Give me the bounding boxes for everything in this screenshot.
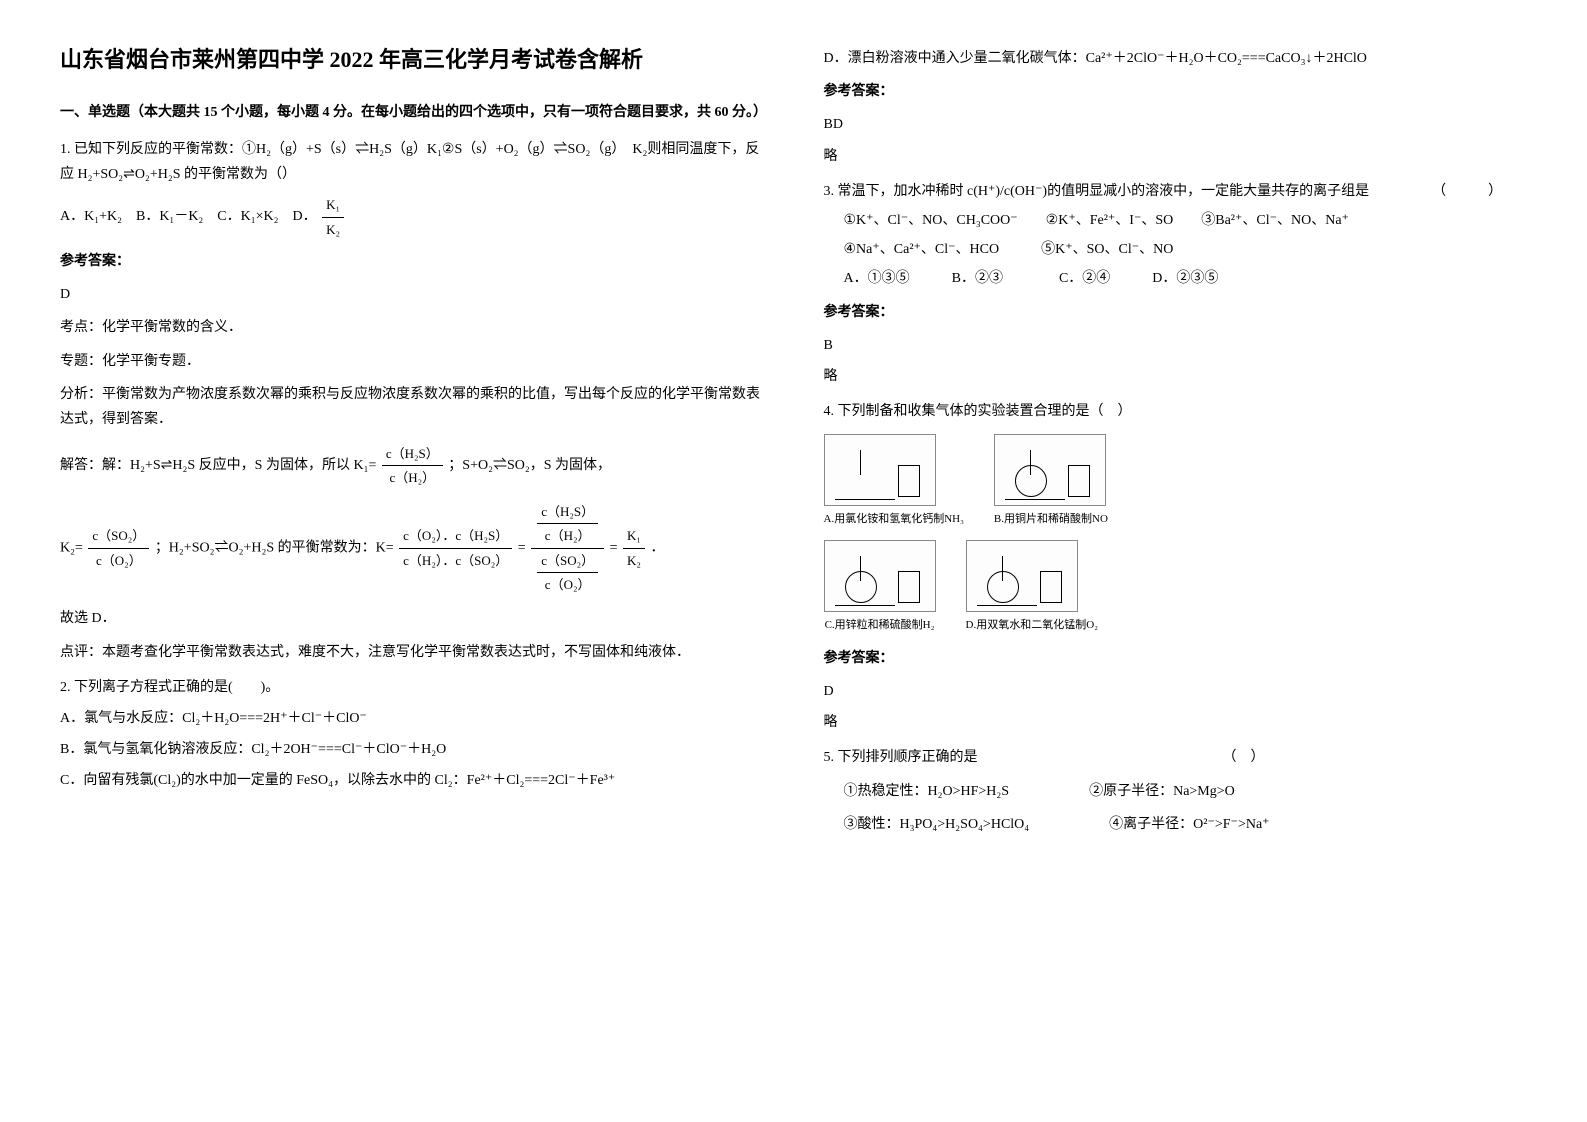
q2-optA: A．氯气与水反应：Cl₂＋H₂O===2H⁺＋Cl⁻＋ClO⁻	[60, 706, 764, 731]
question-4: 4. 下列制备和收集气体的实验装置合理的是（ ） A.用氯化铵和氢氧化钙制NH₃…	[824, 399, 1528, 735]
answer-label: 参考答案：	[60, 249, 764, 274]
figure-row-1: A.用氯化铵和氢氧化钙制NH₃ B.用铜片和稀硝酸制NO	[824, 434, 1528, 530]
solve-f1: c（H₂S） c（H₂）	[382, 442, 443, 490]
solve-f3: c（O₂）．c（H₂S） c（H₂）．c（SO₂）	[399, 524, 512, 572]
section-header: 一、单选题（本大题共 15 个小题，每小题 4 分。在每小题给出的四个选项中，只…	[60, 100, 764, 125]
q2-stem: 2. 下列离子方程式正确的是( )。	[60, 675, 764, 700]
apparatus-icon	[994, 434, 1106, 506]
q1-comment: 点评：本题考查化学平衡常数表达式，难度不大，注意写化学平衡常数表达式时，不写固体…	[60, 640, 764, 665]
q1-options: A．K₁+K₂ B．K₁－K₂ C．K₁×K₂ D． K₁ K₂	[60, 193, 764, 241]
figure-C: C.用锌粒和稀硫酸制H₂	[824, 540, 936, 636]
q3-answer-label: 参考答案：	[824, 300, 1528, 325]
figure-A: A.用氯化铵和氢氧化钙制NH₃	[824, 434, 964, 530]
figD-label: D.用双氧水和二氧化锰制O₂	[966, 616, 1098, 636]
q1-analysis: 分析：平衡常数为产物浓度系数次幂的乘积与反应物浓度系数次幂的乘积的比值，写出每个…	[60, 382, 764, 432]
q1-frac-num: K₁	[322, 193, 344, 217]
solve-mid1: ；S+O₂⇌SO₂，S 为固体，	[448, 458, 611, 473]
q4-stem: 4. 下列制备和收集气体的实验装置合理的是（ ）	[824, 399, 1528, 424]
q2-answer-label: 参考答案：	[824, 79, 1528, 104]
solve-eq2: =	[610, 540, 618, 555]
q2-optD: D．漂白粉溶液中通入少量二氧化碳气体：Ca²⁺＋2ClO⁻＋H₂O＋CO₂===…	[824, 46, 1528, 71]
q5-row1: ①热稳定性：H₂O>HF>H₂S ②原子半径：Na>Mg>O	[844, 779, 1528, 804]
figure-D: D.用双氧水和二氧化锰制O₂	[966, 540, 1098, 636]
q1-solve2: K₂= c（SO₂） c（O₂） ；H₂+SO₂⇌O₂+H₂S 的平衡常数为：K…	[60, 500, 764, 597]
q3-opt1: ①K⁺、Cl⁻、NO、CH₃COO⁻ ②K⁺、Fe²⁺、I⁻、SO ③Ba²⁺、…	[844, 208, 1528, 233]
q1-topic: 专题：化学平衡专题．	[60, 349, 764, 374]
q3-opt2: ④Na⁺、Ca²⁺、Cl⁻、HCO ⑤K⁺、SO、Cl⁻、NO	[844, 237, 1528, 262]
q1-options-text: A．K₁+K₂ B．K₁－K₂ C．K₁×K₂ D．	[60, 209, 317, 224]
q2-omit: 略	[824, 144, 1528, 169]
page-title: 山东省烟台市莱州第四中学 2022 年高三化学月考试卷含解析	[60, 40, 764, 80]
q2-optB: B．氯气与氢氧化钠溶液反应：Cl₂＋2OH⁻===Cl⁻＋ClO⁻＋H₂O	[60, 737, 764, 762]
left-column: 山东省烟台市莱州第四中学 2022 年高三化学月考试卷含解析 一、单选题（本大题…	[60, 40, 764, 847]
apparatus-icon	[824, 434, 936, 506]
q3-answer: B	[824, 333, 1528, 358]
q5-stem: 5. 下列排列顺序正确的是 （ ）	[824, 745, 1528, 770]
q5-opt2: ②原子半径：Na>Mg>O	[1089, 779, 1235, 804]
q1-fraction: K₁ K₂	[322, 193, 344, 241]
q1-conclude: 故选 D．	[60, 606, 764, 631]
right-column: D．漂白粉溶液中通入少量二氧化碳气体：Ca²⁺＋2ClO⁻＋H₂O＋CO₂===…	[824, 40, 1528, 847]
q1-solve: 解答：解：H₂+S⇌H₂S 反应中，S 为固体，所以 K₁= c（H₂S） c（…	[60, 442, 764, 490]
figure-row-2: C.用锌粒和稀硫酸制H₂ D.用双氧水和二氧化锰制O₂	[824, 540, 1528, 636]
question-5: 5. 下列排列顺序正确的是 （ ） ①热稳定性：H₂O>HF>H₂S ②原子半径…	[824, 745, 1528, 837]
question-1: 1. 已知下列反应的平衡常数：①H₂（g）+S（s）⇌H₂S（g）K₁②S（s）…	[60, 137, 764, 665]
figB-label: B.用铜片和稀硝酸制NO	[994, 510, 1108, 530]
figure-B: B.用铜片和稀硝酸制NO	[994, 434, 1108, 530]
q4-omit: 略	[824, 710, 1528, 735]
q1-frac-den: K₂	[322, 218, 344, 241]
q3-omit: 略	[824, 364, 1528, 389]
question-3: 3. 常温下，加水冲稀时 c(H⁺)/c(OH⁻)的值明显减小的溶液中，一定能大…	[824, 179, 1528, 389]
apparatus-icon	[824, 540, 936, 612]
q3-choices: A．①③⑤ B．②③ C．②④ D．②③⑤	[844, 266, 1528, 291]
solve-mid2: ；H₂+SO₂⇌O₂+H₂S 的平衡常数为：K=	[155, 540, 394, 555]
q1-stem: 1. 已知下列反应的平衡常数：①H₂（g）+S（s）⇌H₂S（g）K₁②S（s）…	[60, 137, 764, 187]
figC-label: C.用锌粒和稀硫酸制H₂	[824, 616, 936, 636]
question-2: 2. 下列离子方程式正确的是( )。 A．氯气与水反应：Cl₂＋H₂O===2H…	[60, 675, 764, 794]
solve-f4: c（H₂S） c（H₂） c（SO₂） c（O₂）	[531, 500, 604, 597]
solve-f5: K₁ K₂	[623, 524, 645, 572]
q4-answer: D	[824, 679, 1528, 704]
q2-optC: C．向留有残氯(Cl₂)的水中加一定量的 FeSO₄，以除去水中的 Cl₂：Fe…	[60, 768, 764, 793]
q1-answer: D	[60, 282, 764, 307]
q5-opt3: ③酸性：H₃PO₄>H₂SO₄>HClO₄	[844, 812, 1030, 837]
figA-label: A.用氯化铵和氢氧化钙制NH₃	[824, 510, 964, 530]
q2-answer: BD	[824, 112, 1528, 137]
solve-f2: c（SO₂） c（O₂）	[88, 524, 149, 572]
apparatus-icon	[966, 540, 1078, 612]
solve-end: ．	[650, 540, 664, 555]
q5-opt1: ①热稳定性：H₂O>HF>H₂S	[844, 779, 1010, 804]
q3-stem: 3. 常温下，加水冲稀时 c(H⁺)/c(OH⁻)的值明显减小的溶液中，一定能大…	[824, 179, 1528, 204]
solve-k2pre: K₂=	[60, 540, 83, 555]
q5-row2: ③酸性：H₃PO₄>H₂SO₄>HClO₄ ④离子半径：O²⁻>F⁻>Na⁺	[844, 812, 1528, 837]
q5-opt4: ④离子半径：O²⁻>F⁻>Na⁺	[1109, 812, 1269, 837]
solve-eq: =	[518, 540, 526, 555]
q4-answer-label: 参考答案：	[824, 646, 1528, 671]
q1-point: 考点：化学平衡常数的含义．	[60, 315, 764, 340]
solve-pre: 解答：解：H₂+S⇌H₂S 反应中，S 为固体，所以 K₁=	[60, 458, 376, 473]
